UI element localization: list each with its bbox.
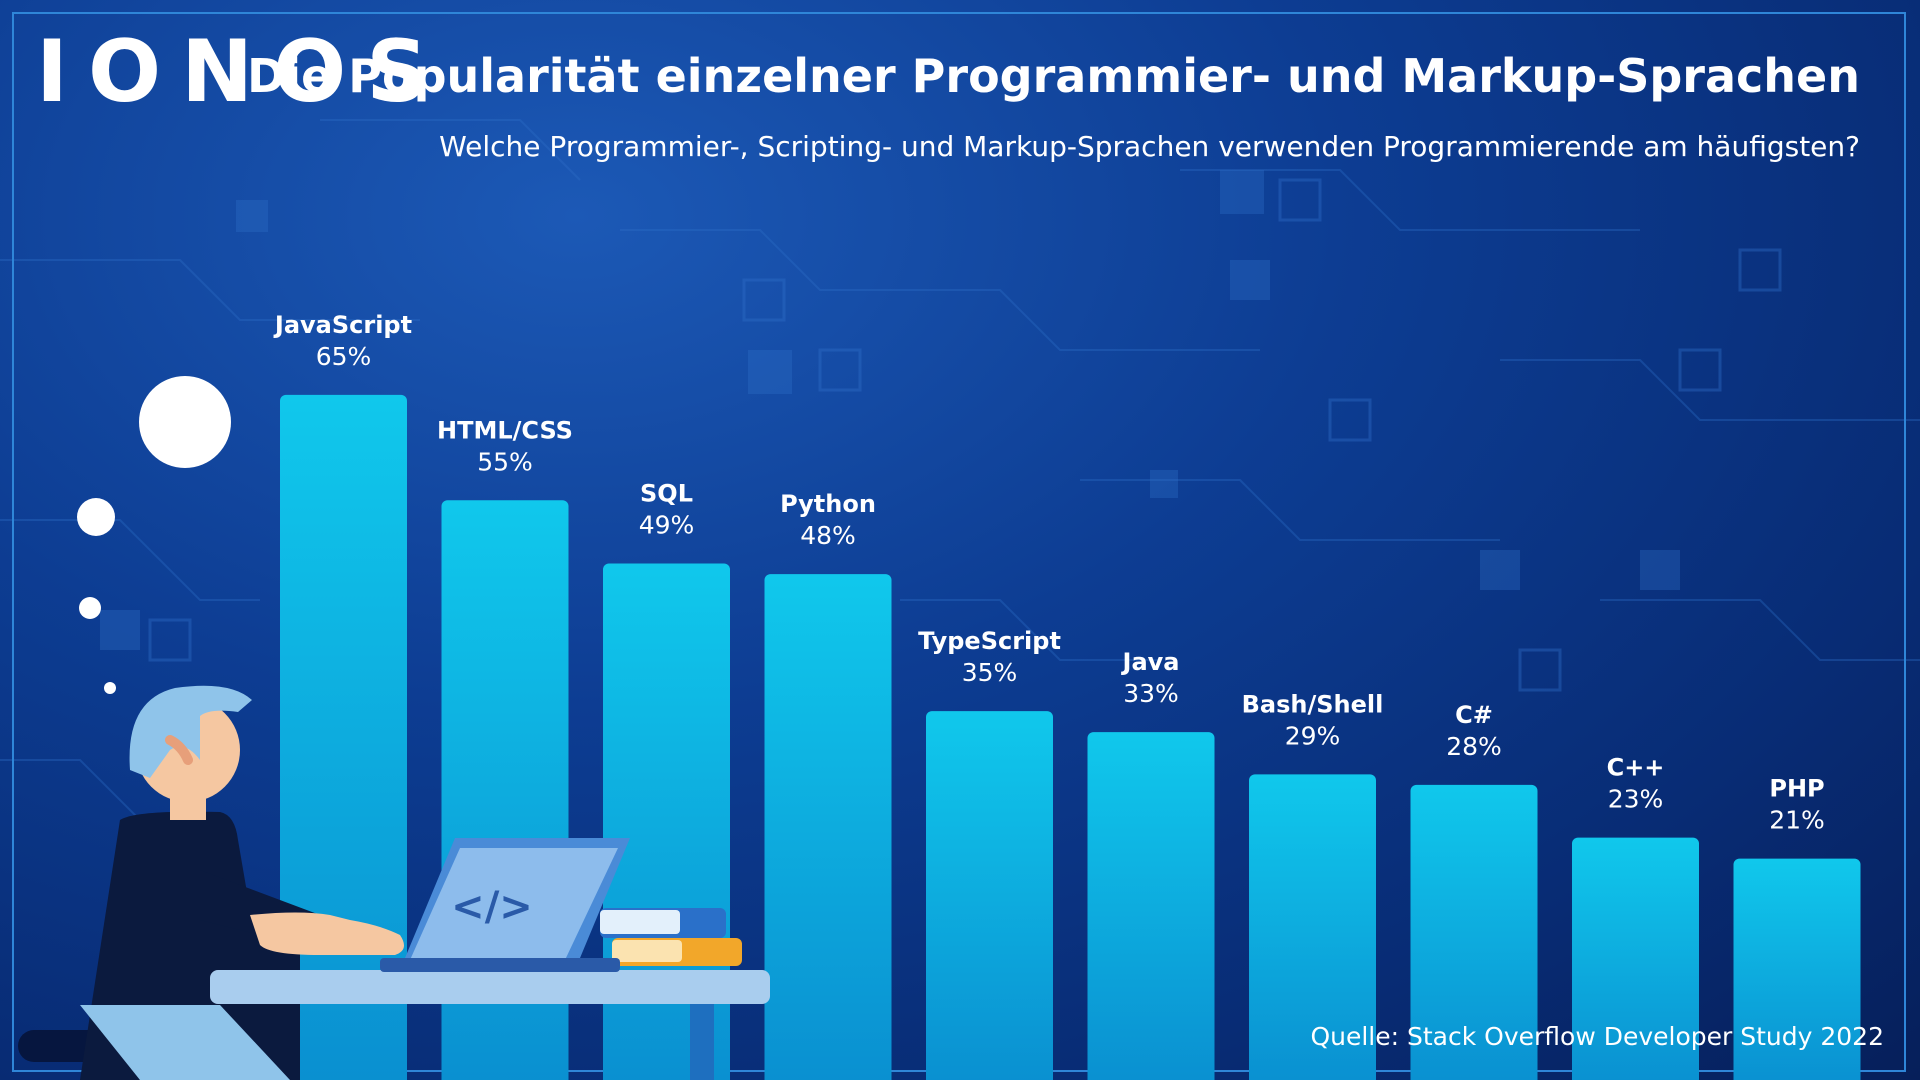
- category-label: PHP: [1769, 775, 1824, 803]
- bar-javascript: [280, 394, 407, 1080]
- chart-title: Die Popularität einzelner Programmier- u…: [247, 49, 1860, 103]
- bar-typescript: [926, 711, 1053, 1080]
- category-label: Python: [780, 490, 876, 518]
- value-label: 35%: [962, 658, 1018, 687]
- chart-subtitle: Welche Programmier-, Scripting- und Mark…: [439, 130, 1860, 163]
- value-label: 28%: [1446, 732, 1502, 761]
- category-label: Java: [1121, 648, 1180, 676]
- books-icon: [600, 908, 742, 966]
- category-label: TypeScript: [918, 627, 1061, 655]
- bar-c-: [1410, 784, 1538, 1080]
- code-icon: </>: [451, 884, 533, 930]
- category-label: Bash/Shell: [1242, 690, 1384, 718]
- value-label: 65%: [316, 342, 372, 371]
- laptop-icon: </>: [380, 838, 630, 972]
- value-label: 48%: [800, 521, 856, 550]
- category-label: C++: [1607, 754, 1665, 782]
- value-label: 33%: [1123, 679, 1179, 708]
- bar-java: [1087, 732, 1215, 1080]
- value-label: 23%: [1608, 785, 1664, 814]
- value-label: 49%: [639, 511, 695, 540]
- category-label: HTML/CSS: [437, 416, 573, 444]
- thought-bubbles-icon: [77, 376, 231, 694]
- value-label: 29%: [1285, 721, 1341, 750]
- bar-c-: [1572, 837, 1699, 1080]
- category-label: SQL: [640, 480, 693, 508]
- labels-layer: JavaScript 65% HTML/CSS 55% SQL 49% Python 48% T…: [273, 311, 1825, 835]
- bar-python: [764, 574, 892, 1080]
- bar-php: [1733, 858, 1861, 1080]
- value-label: 21%: [1769, 806, 1825, 835]
- person-icon: [18, 685, 404, 1080]
- value-label: 55%: [477, 447, 533, 476]
- source-note: Quelle: Stack Overflow Developer Study 2…: [1310, 1022, 1884, 1051]
- brand-logo: IONOS: [36, 22, 449, 122]
- category-label: C#: [1455, 701, 1493, 729]
- bar-bash-shell: [1249, 774, 1376, 1080]
- desk-icon: [210, 970, 770, 1080]
- category-label: JavaScript: [273, 311, 412, 339]
